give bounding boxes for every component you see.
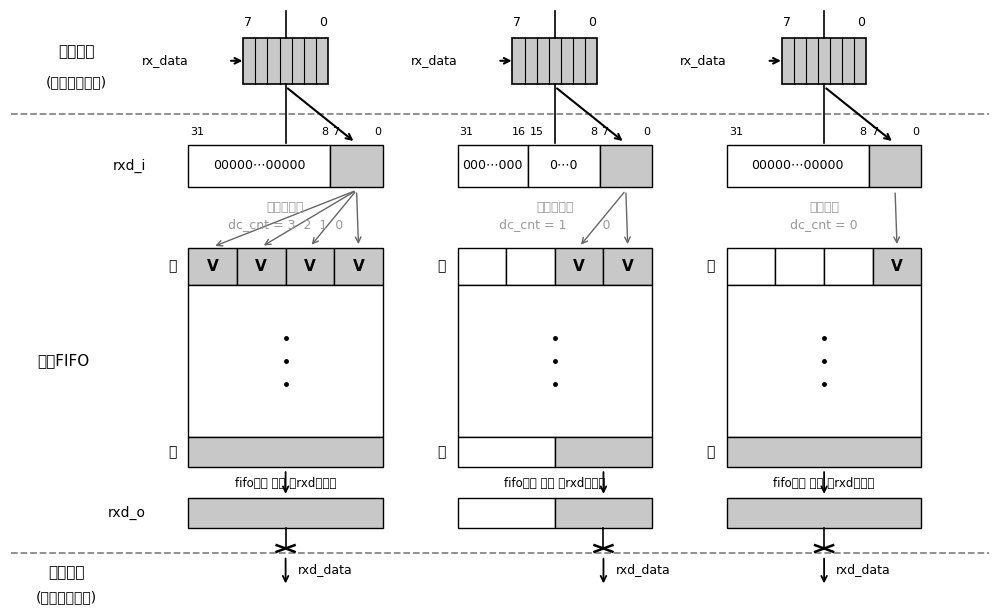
Text: 0: 0 — [374, 127, 381, 137]
Text: 7: 7 — [244, 16, 252, 29]
Bar — [528, 144, 600, 187]
Text: dc_cnt = 1         0: dc_cnt = 1 0 — [499, 218, 611, 231]
Text: 按字对齐: 按字对齐 — [809, 201, 839, 214]
Text: V: V — [622, 259, 634, 274]
Text: dc_cnt = 0: dc_cnt = 0 — [790, 218, 858, 231]
Text: 8: 8 — [321, 127, 328, 137]
Text: (数据串行输入): (数据串行输入) — [46, 75, 107, 89]
Bar — [458, 437, 555, 468]
Text: fifo非空 用户 读rxd寄存器: fifo非空 用户 读rxd寄存器 — [235, 477, 336, 490]
Text: rxd_i: rxd_i — [113, 159, 146, 173]
Bar — [600, 144, 652, 187]
Text: rx_data: rx_data — [142, 54, 188, 67]
Bar — [286, 248, 334, 285]
Bar — [512, 38, 597, 84]
Bar — [727, 248, 775, 285]
Text: 7: 7 — [332, 127, 339, 137]
Text: fifo非空 用户 读rxd寄存器: fifo非空 用户 读rxd寄存器 — [504, 477, 606, 490]
Text: rxd_data: rxd_data — [615, 563, 670, 576]
Text: 0: 0 — [643, 127, 650, 137]
Text: rxd_data: rxd_data — [298, 563, 352, 576]
Bar — [869, 144, 921, 187]
Bar — [727, 144, 869, 187]
Bar — [775, 248, 824, 285]
Text: 7: 7 — [783, 16, 791, 29]
Text: rxd_data: rxd_data — [836, 563, 891, 576]
Bar — [188, 437, 383, 468]
Bar — [458, 285, 652, 437]
Bar — [727, 285, 921, 437]
Text: 8: 8 — [590, 127, 598, 137]
Bar — [824, 248, 873, 285]
Bar — [237, 248, 286, 285]
Bar — [555, 498, 652, 528]
Bar — [555, 248, 603, 285]
Text: V: V — [304, 259, 316, 274]
Text: 00000⋯00000: 00000⋯00000 — [752, 159, 844, 173]
Text: 头: 头 — [437, 445, 446, 459]
Text: 7: 7 — [602, 127, 609, 137]
Text: 0: 0 — [912, 127, 919, 137]
Bar — [243, 38, 328, 84]
Text: 主机接口: 主机接口 — [48, 565, 84, 580]
Text: 头: 头 — [707, 445, 715, 459]
Text: V: V — [573, 259, 585, 274]
Text: fifo非空 用户 读rxd寄存器: fifo非空 用户 读rxd寄存器 — [773, 477, 875, 490]
Text: 外设接口: 外设接口 — [58, 44, 94, 59]
Bar — [603, 248, 652, 285]
Bar — [555, 437, 652, 468]
Bar — [330, 144, 383, 187]
Bar — [188, 248, 237, 285]
Bar — [506, 248, 555, 285]
Text: rx_data: rx_data — [411, 54, 458, 67]
Bar — [873, 248, 921, 285]
Bar — [782, 38, 866, 84]
Text: V: V — [891, 259, 903, 274]
Text: (数据并行读出): (数据并行读出) — [36, 590, 97, 604]
Text: 15: 15 — [530, 127, 544, 137]
Bar — [458, 498, 555, 528]
Text: 7: 7 — [513, 16, 521, 29]
Text: 0: 0 — [857, 16, 865, 29]
Text: 尾: 尾 — [168, 259, 176, 274]
Text: 按字节对齐: 按字节对齐 — [267, 201, 304, 214]
Bar — [334, 248, 383, 285]
Text: V: V — [353, 259, 364, 274]
Text: 按半字对齐: 按半字对齐 — [536, 201, 574, 214]
Bar — [188, 144, 330, 187]
Text: 31: 31 — [190, 127, 204, 137]
Text: V: V — [207, 259, 219, 274]
Text: dc_cnt = 3  2  1  0: dc_cnt = 3 2 1 0 — [228, 218, 343, 231]
Text: 31: 31 — [729, 127, 743, 137]
Text: 接收FIFO: 接收FIFO — [37, 353, 89, 368]
Text: 00000⋯00000: 00000⋯00000 — [213, 159, 306, 173]
Bar — [188, 285, 383, 437]
Bar — [458, 248, 506, 285]
Text: 0: 0 — [588, 16, 596, 29]
Text: 7: 7 — [871, 127, 878, 137]
Text: 头: 头 — [168, 445, 176, 459]
Text: 0⋯0: 0⋯0 — [549, 159, 578, 173]
Text: 尾: 尾 — [707, 259, 715, 274]
Text: 16: 16 — [512, 127, 526, 137]
Bar — [727, 498, 921, 528]
Text: 31: 31 — [460, 127, 474, 137]
Bar — [458, 144, 528, 187]
Text: 0: 0 — [319, 16, 327, 29]
Bar — [188, 498, 383, 528]
Bar — [727, 437, 921, 468]
Text: 尾: 尾 — [437, 259, 446, 274]
Text: 000⋯000: 000⋯000 — [462, 159, 523, 173]
Text: rxd_o: rxd_o — [108, 506, 146, 520]
Text: 8: 8 — [860, 127, 867, 137]
Text: rx_data: rx_data — [680, 54, 727, 67]
Text: V: V — [255, 259, 267, 274]
